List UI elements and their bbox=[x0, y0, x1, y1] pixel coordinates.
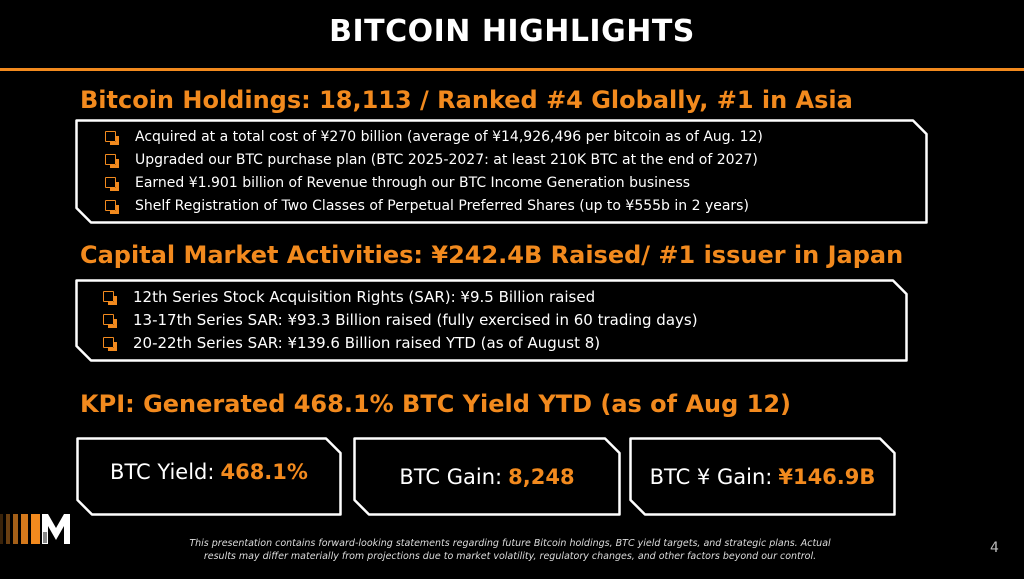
list-item: Shelf Registration of Two Classes of Per… bbox=[105, 194, 763, 217]
holdings-heading: Bitcoin Holdings: 18,113 / Ranked #4 Glo… bbox=[80, 86, 853, 114]
kpi-value: 8,248 bbox=[508, 464, 575, 489]
kpi-label: BTC Gain: bbox=[399, 464, 503, 489]
checkbox-bullet-icon bbox=[103, 314, 117, 328]
kpi-heading: KPI: Generated 468.1% BTC Yield YTD (as … bbox=[80, 390, 791, 418]
bullet-text: 12th Series Stock Acquisition Rights (SA… bbox=[133, 287, 596, 306]
checkbox-bullet-icon bbox=[103, 291, 117, 305]
kpi-label: BTC ¥ Gain: bbox=[649, 464, 773, 489]
checkbox-bullet-icon bbox=[105, 154, 119, 168]
checkbox-bullet-icon bbox=[105, 200, 119, 214]
kpi-card-frame bbox=[76, 437, 342, 516]
page-title: BITCOIN HIGHLIGHTS bbox=[329, 14, 695, 49]
capital-box-frame bbox=[75, 279, 908, 362]
list-item: 13-17th Series SAR: ¥93.3 Billion raised… bbox=[103, 308, 698, 331]
holdings-box-frame bbox=[75, 119, 928, 224]
bullet-text: 20-22th Series SAR: ¥139.6 Billion raise… bbox=[133, 333, 601, 352]
bullet-text: Acquired at a total cost of ¥270 billion… bbox=[135, 128, 763, 145]
metaplanet-m-logo-icon bbox=[0, 512, 74, 546]
capital-heading: Capital Market Activities: ¥242.4B Raise… bbox=[80, 241, 904, 269]
list-item: 20-22th Series SAR: ¥139.6 Billion raise… bbox=[103, 331, 698, 354]
kpi-card-frame bbox=[629, 437, 896, 516]
capital-box: 12th Series Stock Acquisition Rights (SA… bbox=[75, 279, 908, 362]
holdings-box: Acquired at a total cost of ¥270 billion… bbox=[75, 119, 928, 224]
bullet-text: Shelf Registration of Two Classes of Per… bbox=[135, 197, 749, 214]
list-item: Upgraded our BTC purchase plan (BTC 2025… bbox=[105, 148, 763, 171]
disclaimer-line: This presentation contains forward-looki… bbox=[189, 538, 831, 549]
list-item: Acquired at a total cost of ¥270 billion… bbox=[105, 125, 763, 148]
checkbox-bullet-icon bbox=[103, 337, 117, 351]
disclaimer: This presentation contains forward-looki… bbox=[150, 537, 870, 563]
title-divider bbox=[0, 68, 1024, 71]
bullet-text: 13-17th Series SAR: ¥93.3 Billion raised… bbox=[133, 310, 698, 329]
kpi-value: ¥146.9B bbox=[778, 464, 876, 489]
kpi-card-btc-yield: BTC Yield: 468.1% bbox=[76, 437, 342, 516]
kpi-label: BTC Yield: bbox=[110, 459, 215, 484]
page-number: 4 bbox=[990, 540, 999, 556]
checkbox-bullet-icon bbox=[105, 131, 119, 145]
capital-bullet-list: 12th Series Stock Acquisition Rights (SA… bbox=[103, 285, 698, 354]
list-item: 12th Series Stock Acquisition Rights (SA… bbox=[103, 285, 698, 308]
list-item: Earned ¥1.901 billion of Revenue through… bbox=[105, 171, 763, 194]
kpi-card-frame bbox=[353, 437, 621, 516]
bullet-text: Upgraded our BTC purchase plan (BTC 2025… bbox=[135, 151, 758, 168]
kpi-card-btc-gain: BTC Gain: 8,248 bbox=[353, 437, 621, 516]
kpi-card-btc-yen-gain: BTC ¥ Gain: ¥146.9B bbox=[629, 437, 896, 516]
checkbox-bullet-icon bbox=[105, 177, 119, 191]
holdings-bullet-list: Acquired at a total cost of ¥270 billion… bbox=[105, 125, 763, 217]
kpi-value: 468.1% bbox=[220, 459, 308, 484]
disclaimer-line: results may differ materially from proje… bbox=[203, 551, 817, 562]
bullet-text: Earned ¥1.901 billion of Revenue through… bbox=[135, 174, 691, 191]
